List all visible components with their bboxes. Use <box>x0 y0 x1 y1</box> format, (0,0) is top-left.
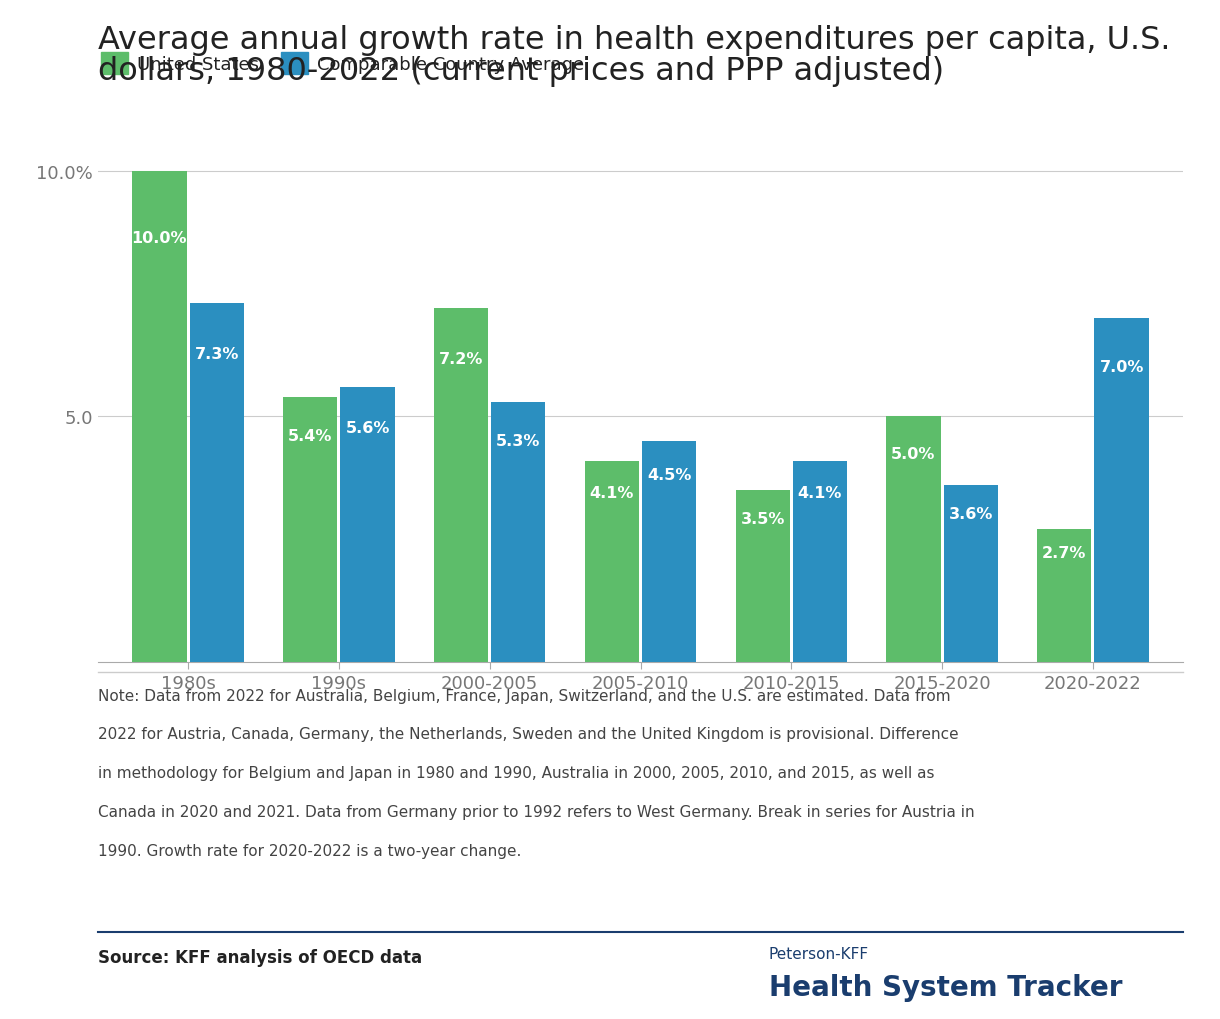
Legend: United States, Comparable Country Average: United States, Comparable Country Averag… <box>101 53 584 75</box>
Text: Source: KFF analysis of OECD data: Source: KFF analysis of OECD data <box>98 948 422 966</box>
Text: 2022 for Austria, Canada, Germany, the Netherlands, Sweden and the United Kingdo: 2022 for Austria, Canada, Germany, the N… <box>98 727 958 742</box>
Text: dollars, 1980-2022 (current prices and PPP adjusted): dollars, 1980-2022 (current prices and P… <box>98 56 944 87</box>
Text: Health System Tracker: Health System Tracker <box>769 973 1122 1001</box>
Bar <box>943 486 998 662</box>
Bar <box>793 461 847 662</box>
Text: in methodology for Belgium and Japan in 1980 and 1990, Australia in 2000, 2005, : in methodology for Belgium and Japan in … <box>98 765 935 781</box>
Text: 4.1%: 4.1% <box>798 485 842 500</box>
Bar <box>642 441 697 662</box>
Text: 4.5%: 4.5% <box>647 468 692 483</box>
Bar <box>189 304 244 662</box>
Text: 5.6%: 5.6% <box>345 421 389 435</box>
Text: 5.3%: 5.3% <box>497 433 540 448</box>
Bar <box>584 461 639 662</box>
Text: Average annual growth rate in health expenditures per capita, U.S.: Average annual growth rate in health exp… <box>98 25 1170 56</box>
Bar <box>340 387 395 662</box>
Text: 4.1%: 4.1% <box>589 485 634 500</box>
Text: 3.6%: 3.6% <box>949 506 993 522</box>
Bar <box>736 490 789 662</box>
Text: 5.4%: 5.4% <box>288 429 332 444</box>
Text: 2.7%: 2.7% <box>1042 546 1087 560</box>
Text: 1990. Growth rate for 2020-2022 is a two-year change.: 1990. Growth rate for 2020-2022 is a two… <box>98 843 521 858</box>
Text: 7.0%: 7.0% <box>1099 360 1144 375</box>
Text: 3.5%: 3.5% <box>741 512 784 526</box>
Text: Canada in 2020 and 2021. Data from Germany prior to 1992 refers to West Germany.: Canada in 2020 and 2021. Data from Germa… <box>98 804 975 819</box>
Bar <box>132 171 187 662</box>
Text: Peterson-KFF: Peterson-KFF <box>769 946 869 961</box>
Text: 10.0%: 10.0% <box>132 230 187 246</box>
Bar <box>492 403 545 662</box>
Text: 7.2%: 7.2% <box>439 352 483 366</box>
Bar <box>1037 530 1092 662</box>
Text: 5.0%: 5.0% <box>892 446 936 462</box>
Bar <box>283 397 338 662</box>
Text: Note: Data from 2022 for Australia, Belgium, France, Japan, Switzerland, and the: Note: Data from 2022 for Australia, Belg… <box>98 688 950 703</box>
Text: 7.3%: 7.3% <box>194 346 239 362</box>
Bar <box>886 417 941 662</box>
Bar <box>1094 319 1149 662</box>
Bar <box>434 309 488 662</box>
